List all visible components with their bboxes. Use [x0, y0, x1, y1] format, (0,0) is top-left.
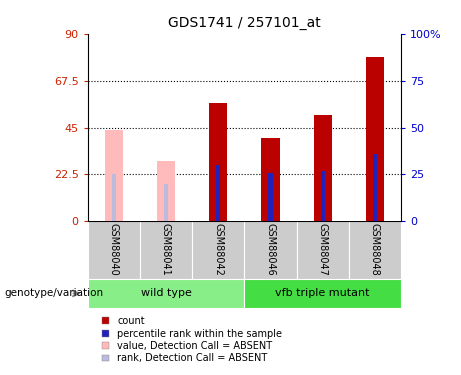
- Bar: [157, 161, 175, 221]
- Bar: [209, 102, 227, 221]
- Bar: [216, 165, 220, 221]
- Bar: [320, 171, 325, 221]
- Legend: count, percentile rank within the sample, value, Detection Call = ABSENT, rank, : count, percentile rank within the sample…: [102, 316, 282, 363]
- Bar: [313, 115, 332, 221]
- Bar: [88, 221, 140, 279]
- Text: GSM88047: GSM88047: [318, 223, 328, 276]
- Title: GDS1741 / 257101_at: GDS1741 / 257101_at: [168, 16, 321, 30]
- Text: GSM88040: GSM88040: [109, 223, 119, 276]
- Bar: [140, 221, 192, 279]
- Bar: [366, 57, 384, 221]
- Text: vfb triple mutant: vfb triple mutant: [276, 288, 370, 298]
- Bar: [296, 221, 349, 279]
- Bar: [268, 172, 272, 221]
- Text: GSM88041: GSM88041: [161, 223, 171, 276]
- Text: GSM88042: GSM88042: [213, 223, 223, 276]
- Bar: [88, 279, 244, 308]
- Bar: [373, 154, 377, 221]
- Bar: [261, 138, 279, 221]
- Text: wild type: wild type: [141, 288, 191, 298]
- Bar: [164, 184, 168, 221]
- Bar: [105, 130, 123, 221]
- Bar: [244, 279, 401, 308]
- Text: GSM88046: GSM88046: [266, 223, 276, 276]
- Bar: [349, 221, 401, 279]
- Bar: [112, 174, 116, 221]
- Text: genotype/variation: genotype/variation: [5, 288, 104, 298]
- Text: GSM88048: GSM88048: [370, 223, 380, 276]
- Bar: [244, 221, 296, 279]
- Bar: [192, 221, 244, 279]
